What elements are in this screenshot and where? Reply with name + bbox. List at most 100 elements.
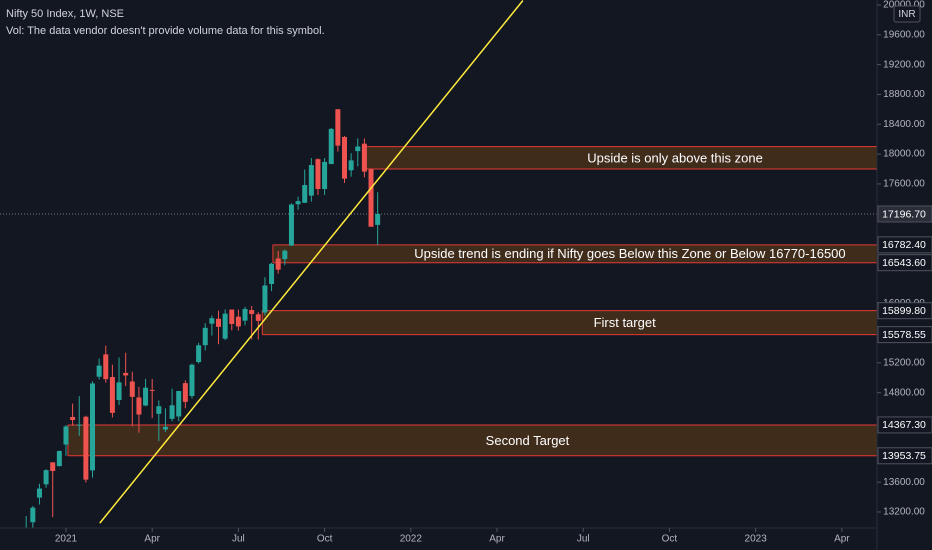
candle-body <box>149 389 155 391</box>
candle-body <box>269 263 275 284</box>
candle-body <box>242 308 248 321</box>
price-label-box <box>877 447 932 465</box>
candle-body <box>255 314 261 321</box>
candle-body <box>368 169 374 227</box>
candle-body <box>355 146 361 152</box>
y-tick-label: 13200.00 <box>883 507 925 518</box>
candle-body <box>189 364 195 396</box>
candle-body <box>196 345 202 363</box>
x-tick-label: Apr <box>489 534 505 545</box>
y-tick-label: 18000.00 <box>883 149 925 160</box>
candle-body <box>235 316 241 327</box>
candle-body <box>342 136 348 179</box>
y-tick-label: 15200.00 <box>883 358 925 369</box>
price-label: 15899.80 <box>882 305 926 317</box>
candle-body <box>308 165 314 196</box>
zone-label: Upside is only above this zone <box>587 150 763 165</box>
candle-body <box>56 450 62 467</box>
x-tick-label: 2021 <box>55 534 78 545</box>
candle-body <box>143 387 149 406</box>
candle-body <box>76 424 82 426</box>
currency-badge <box>893 5 921 23</box>
candle-body <box>136 397 142 415</box>
x-tick-label: 2023 <box>745 534 768 545</box>
zone <box>363 146 877 170</box>
candle-body <box>109 377 115 413</box>
price-label: 13953.75 <box>882 450 926 462</box>
y-tick-label: 14800.00 <box>883 387 925 398</box>
price-label-box <box>877 302 932 320</box>
candle-body <box>162 426 168 430</box>
candle-body <box>216 318 222 327</box>
candle-body <box>123 372 129 376</box>
candle-body <box>361 143 367 172</box>
x-tick-label: Oct <box>317 534 333 545</box>
candle-body <box>375 213 381 225</box>
candle-body <box>50 462 56 472</box>
candle-body <box>262 285 268 313</box>
price-label-box <box>877 254 932 272</box>
chart-title: Nifty 50 Index, 1W, NSE <box>6 8 124 20</box>
price-label-box <box>877 236 932 254</box>
price-label: 16543.60 <box>882 257 926 269</box>
candle-body <box>315 159 321 189</box>
candle-body <box>222 313 228 339</box>
y-tick-label: 17600.00 <box>883 179 925 190</box>
candle-body <box>30 507 36 523</box>
candle-body <box>36 488 42 498</box>
zone-label: First target <box>594 315 657 330</box>
x-tick-label: 2022 <box>400 534 423 545</box>
price-label: 16782.40 <box>882 239 926 251</box>
price-label: 15578.55 <box>882 329 926 341</box>
candle-body <box>348 160 354 171</box>
candle-body <box>90 383 96 471</box>
y-tick-label: 19600.00 <box>883 29 925 40</box>
trendline <box>99 0 524 524</box>
candle-body <box>83 416 89 480</box>
candle-body <box>17 537 22 543</box>
y-tick-label: 19200.00 <box>883 59 925 70</box>
y-tick-label: 18400.00 <box>883 119 925 130</box>
price-label: 17196.70 <box>882 208 926 220</box>
candle-body <box>209 318 215 324</box>
x-tick-label: Oct <box>662 534 678 545</box>
candle-body <box>63 426 69 445</box>
zone-label: Upside trend is ending if Nifty goes Bel… <box>414 246 845 261</box>
candle-body <box>322 161 328 189</box>
candle-body <box>129 381 135 397</box>
price-label: 14367.30 <box>882 419 926 431</box>
zone-label: Second Target <box>486 433 570 448</box>
chart-subtitle: Vol: The data vendor doesn't provide vol… <box>6 25 325 37</box>
plot-area: Upside is only above this zone Upside tre… <box>0 0 877 543</box>
x-tick-label: Jul <box>577 534 590 545</box>
candle-body <box>103 354 109 380</box>
zone <box>262 310 877 335</box>
price-label-box <box>877 205 932 223</box>
candle-body <box>116 382 122 400</box>
axes: 13200.0013600.0014800.0015200.0016000.00… <box>55 0 932 545</box>
x-tick-label: Apr <box>834 534 850 545</box>
candle-body <box>176 390 182 417</box>
candle-body <box>96 365 102 377</box>
x-tick-label: Jul <box>232 534 245 545</box>
candle-body <box>302 185 308 203</box>
price-label-box <box>877 326 932 344</box>
candle-body <box>295 201 301 205</box>
y-tick-label: 18800.00 <box>883 89 925 100</box>
candle-body <box>229 309 235 324</box>
candle-body <box>288 204 294 246</box>
candle-body <box>328 128 334 165</box>
candle-body <box>70 416 76 421</box>
candle-body <box>182 383 188 402</box>
candle-body <box>156 406 162 414</box>
candle-body <box>335 109 341 146</box>
candle-body <box>282 250 288 260</box>
x-tick-label: Apr <box>144 534 160 545</box>
candle-body <box>202 327 208 346</box>
candle-body <box>249 310 255 314</box>
candle-body <box>169 405 175 419</box>
zone <box>272 244 877 263</box>
candle-body <box>275 258 281 270</box>
